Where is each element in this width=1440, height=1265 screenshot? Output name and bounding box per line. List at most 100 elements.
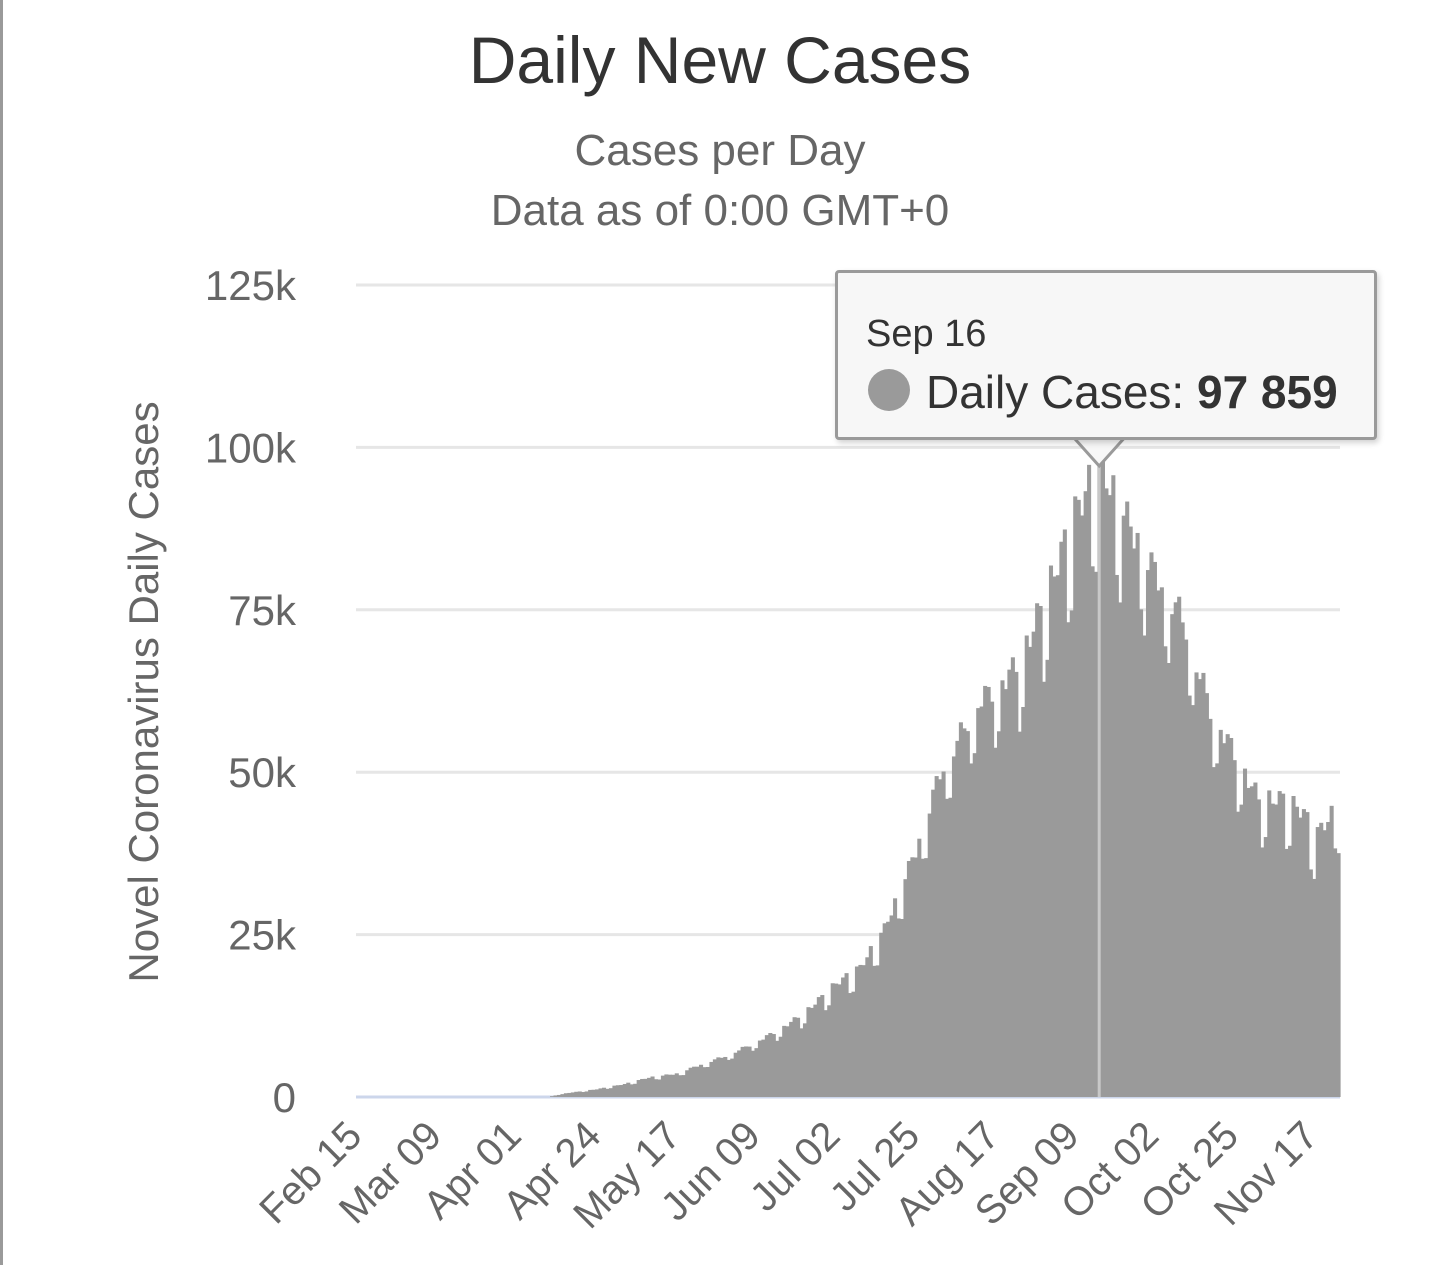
- bar[interactable]: [726, 1059, 731, 1097]
- bar[interactable]: [875, 965, 880, 1097]
- bar[interactable]: [1010, 657, 1015, 1097]
- bar[interactable]: [1281, 793, 1286, 1097]
- bar[interactable]: [636, 1080, 641, 1097]
- bar[interactable]: [633, 1083, 638, 1097]
- bar[interactable]: [577, 1091, 582, 1097]
- bar[interactable]: [1035, 603, 1040, 1097]
- bar[interactable]: [1166, 662, 1171, 1097]
- bar[interactable]: [1211, 767, 1216, 1097]
- bar[interactable]: [1291, 795, 1296, 1097]
- bar[interactable]: [1145, 570, 1151, 1097]
- bar[interactable]: [1139, 609, 1144, 1097]
- bar[interactable]: [1069, 610, 1074, 1097]
- bar[interactable]: [1073, 496, 1078, 1097]
- bar[interactable]: [1180, 622, 1185, 1097]
- bar[interactable]: [1260, 847, 1265, 1097]
- bar[interactable]: [1080, 515, 1085, 1097]
- bar[interactable]: [615, 1085, 620, 1097]
- bar[interactable]: [1197, 679, 1203, 1097]
- bar[interactable]: [619, 1085, 624, 1097]
- bar[interactable]: [1308, 869, 1313, 1097]
- bar[interactable]: [799, 1028, 804, 1097]
- bar[interactable]: [1045, 659, 1050, 1097]
- bar[interactable]: [1024, 635, 1029, 1097]
- bar[interactable]: [976, 708, 981, 1097]
- bar[interactable]: [951, 756, 957, 1097]
- bar[interactable]: [1159, 587, 1164, 1097]
- bar[interactable]: [1163, 646, 1168, 1097]
- bar[interactable]: [1014, 671, 1019, 1097]
- bar[interactable]: [979, 706, 984, 1097]
- bar[interactable]: [796, 1017, 801, 1097]
- bar[interactable]: [705, 1066, 711, 1097]
- bar[interactable]: [851, 991, 856, 1097]
- bar[interactable]: [1042, 681, 1047, 1097]
- bar[interactable]: [1038, 606, 1043, 1097]
- bar[interactable]: [934, 776, 939, 1097]
- bar[interactable]: [1208, 718, 1213, 1097]
- bar[interactable]: [861, 965, 866, 1097]
- bar[interactable]: [560, 1094, 565, 1097]
- bar[interactable]: [1055, 575, 1060, 1097]
- bar[interactable]: [1121, 515, 1126, 1097]
- bar[interactable]: [830, 983, 835, 1097]
- bar[interactable]: [622, 1083, 627, 1097]
- bar[interactable]: [1274, 804, 1279, 1097]
- bar[interactable]: [837, 984, 842, 1097]
- bar[interactable]: [972, 753, 977, 1097]
- bar[interactable]: [1270, 803, 1275, 1097]
- bar[interactable]: [605, 1088, 610, 1097]
- bar[interactable]: [1184, 639, 1189, 1097]
- bar[interactable]: [969, 763, 974, 1097]
- bar[interactable]: [917, 838, 922, 1097]
- bar[interactable]: [854, 966, 859, 1097]
- bar[interactable]: [747, 1046, 752, 1097]
- bar[interactable]: [920, 858, 925, 1097]
- bar[interactable]: [1000, 680, 1005, 1097]
- bar[interactable]: [962, 728, 967, 1097]
- bar[interactable]: [820, 995, 825, 1097]
- bar[interactable]: [1142, 635, 1147, 1097]
- bar[interactable]: [792, 1017, 797, 1097]
- bar[interactable]: [789, 1021, 794, 1097]
- bar[interactable]: [816, 997, 821, 1097]
- bar[interactable]: [1128, 526, 1133, 1097]
- bar[interactable]: [1059, 541, 1064, 1097]
- bar[interactable]: [574, 1091, 579, 1097]
- bar[interactable]: [945, 798, 950, 1097]
- bar[interactable]: [563, 1093, 568, 1097]
- bar[interactable]: [761, 1039, 766, 1097]
- bar[interactable]: [896, 918, 901, 1097]
- bar[interactable]: [553, 1095, 558, 1097]
- bar[interactable]: [983, 685, 988, 1097]
- bar[interactable]: [1194, 672, 1199, 1097]
- bar[interactable]: [692, 1066, 697, 1097]
- bar[interactable]: [744, 1046, 749, 1097]
- bar[interactable]: [750, 1050, 756, 1097]
- bar[interactable]: [629, 1084, 634, 1097]
- bar[interactable]: [1294, 806, 1300, 1097]
- bar[interactable]: [1083, 491, 1088, 1097]
- bar[interactable]: [1319, 822, 1324, 1097]
- bar[interactable]: [1267, 790, 1272, 1097]
- bar[interactable]: [941, 771, 946, 1097]
- bar[interactable]: [906, 860, 911, 1097]
- bar[interactable]: [1222, 743, 1227, 1097]
- bar[interactable]: [844, 973, 849, 1097]
- bar[interactable]: [1052, 576, 1057, 1097]
- bar[interactable]: [688, 1067, 693, 1097]
- bar[interactable]: [643, 1078, 648, 1097]
- bar[interactable]: [733, 1052, 738, 1097]
- bar[interactable]: [1135, 532, 1140, 1097]
- bar[interactable]: [1239, 804, 1244, 1097]
- bar[interactable]: [1305, 812, 1310, 1097]
- bar[interactable]: [653, 1079, 659, 1097]
- bar[interactable]: [1062, 529, 1067, 1097]
- bar[interactable]: [889, 915, 894, 1097]
- bar[interactable]: [1066, 622, 1071, 1097]
- bar[interactable]: [556, 1094, 562, 1097]
- bar[interactable]: [872, 965, 877, 1097]
- bar[interactable]: [768, 1033, 773, 1097]
- bar[interactable]: [709, 1061, 714, 1097]
- bar[interactable]: [1087, 464, 1092, 1098]
